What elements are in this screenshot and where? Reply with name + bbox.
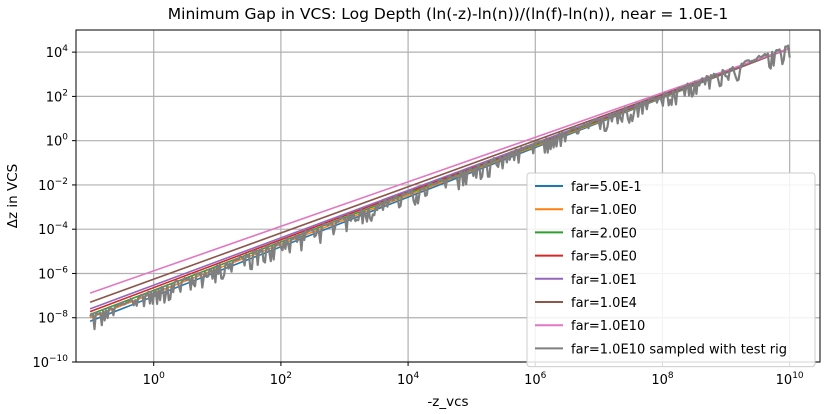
x-tick-label: 108 <box>651 371 674 388</box>
legend-box <box>526 172 816 368</box>
legend-label: far=1.0E10 <box>571 319 645 334</box>
series-line-8 <box>89 44 791 331</box>
x-tick-label: 104 <box>397 371 420 388</box>
legend-label: far=2.0E0 <box>571 226 637 241</box>
y-tick-label: 10−6 <box>38 265 68 282</box>
series-group <box>89 44 791 331</box>
x-axis-label: -z_vcs <box>427 394 468 410</box>
legend-label: far=5.0E0 <box>571 250 637 265</box>
y-tick-label: 104 <box>46 44 69 61</box>
y-tick-label: 100 <box>46 133 69 150</box>
x-tick-label: 102 <box>270 371 292 388</box>
plot-frame <box>75 29 821 363</box>
y-axis-label: Δz in VCS <box>5 164 21 228</box>
legend-label: far=1.0E4 <box>571 296 637 311</box>
legend-label: far=1.0E10 sampled with test rig <box>571 342 787 357</box>
y-tick-label: 102 <box>46 88 68 105</box>
legend-label: far=1.0E0 <box>571 203 637 218</box>
y-tick-label: 10−8 <box>38 310 68 327</box>
legend-label: far=5.0E-1 <box>571 180 642 195</box>
series-line-7 <box>89 47 790 294</box>
x-tick-label: 106 <box>524 371 547 388</box>
y-tick-label: 10−4 <box>38 221 68 238</box>
chart-title: Minimum Gap in VCS: Log Depth (ln(-z)-ln… <box>168 5 728 23</box>
ticks: 100 102 104 106 108 1010 104 102 100 10−2 10−4 10−6… <box>32 44 803 388</box>
x-tick-label: 100 <box>143 371 166 388</box>
legend-label: far=1.0E1 <box>571 273 637 288</box>
x-tick-label: 1010 <box>776 371 804 388</box>
y-tick-label: 10−10 <box>32 354 68 371</box>
legend: far=5.0E-1 far=1.0E0 far=2.0E0 far=5.0E0 far… <box>526 172 816 368</box>
y-tick-label: 10−2 <box>38 177 68 194</box>
